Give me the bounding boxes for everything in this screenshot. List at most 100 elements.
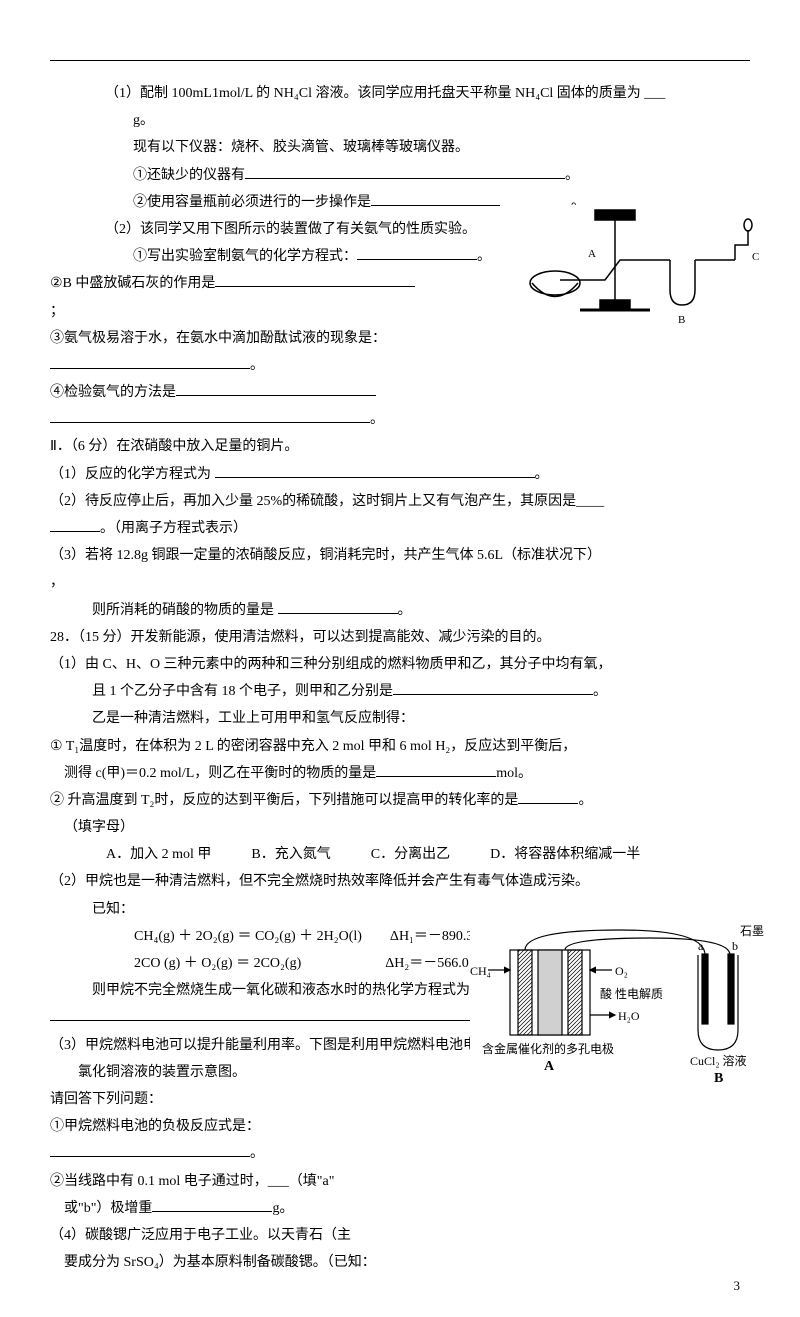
text: 。 [578,793,592,808]
label-graphite: 石墨 [740,924,764,938]
blank [518,788,578,803]
q28-c1a-line: ① T₁温度时，在体积为 2 L 的密闭容器中充入 2 mol 甲和 6 mol… [50,734,750,759]
text: ② 升高温度到 T₂时，反应的达到平衡后，下列措施可以提高甲的转化率的是 [50,793,518,808]
svg-text:A: A [588,248,596,260]
q28-5-line: 请回答下列问题： [50,1087,490,1112]
header-rule [50,60,750,61]
label-electrode: 含金属催化剂的多孔电极 [482,1041,614,1056]
blank [50,1142,250,1157]
label-cucl2: CuCl₂ 溶液 [690,1053,747,1068]
text: CH₄(g) ＋ 2O₂(g) ＝ CO₂(g) ＋ 2H₂O(l) ΔH₁＝－… [134,929,515,944]
text: （1）配制 100mL1mol/L 的 NH₄Cl 溶液。该同学应用托盘天平称量… [105,86,665,101]
q10-line: Ⅱ．（6 分）在浓硝酸中放入足量的铜片。 [50,434,750,459]
label-o2: O₂ [615,964,628,978]
label-A: A [544,1059,555,1074]
q28-c2a-line: ② 升高温度到 T₂时，反应的达到平衡后，下列措施可以提高甲的转化率的是 。 [50,788,750,813]
text: 28．（15 分）开发新能源，使用清洁燃料，可以达到提高能效、减少污染的目的。 [50,630,551,645]
text: 要成分为 SrSO₄）为基本原料制备碳酸锶。（已知： [64,1255,376,1270]
text: 乙是一种清洁燃料，工业上可用甲和氢气反应制得： [92,711,414,726]
option-d: D．将容器体积缩减一半 [490,842,640,867]
blank [376,761,496,776]
blank [245,163,565,178]
text: 。 [250,358,264,373]
q8-line: ③氨气极易溶于水，在氨水中滴加酚酞试液的现象是： [50,326,490,351]
options-row: A．加入 2 mol 甲 B．充入氮气 C．分离出乙 D．将容器体积缩减一半 [50,842,750,867]
text: 。 [535,467,549,482]
text: ④检验氨气的方法是 [50,385,176,400]
q28-3-line: （2）甲烷也是一种清洁燃料，但不完全燃烧时热效率降低并会产生有毒气体造成污染。 [50,869,750,894]
text: 请回答下列问题： [50,1092,162,1107]
text: （填字母） [64,820,134,835]
text: 。 [477,249,491,264]
text: Ⅱ．（6 分）在浓硝酸中放入足量的铜片。 [50,439,298,454]
text: ① T₁温度时，在体积为 2 L 的密闭容器中充入 2 mol 甲和 6 mol… [50,739,576,754]
blank [215,462,535,477]
q28-6b-line: 。 [50,1141,490,1166]
text: 则甲烷不完全燃烧生成一氧化碳和液态水时的热化学方程式为： [92,983,484,998]
option-b: B．充入氮气 [251,842,330,867]
q1b-line: g。 [105,108,750,133]
label-ch4: CH₄ [470,964,491,978]
q15-line: 则所消耗的硝酸的物质的量是 。 [50,598,750,623]
text: ②B 中盛放碱石灰的作用是 [50,276,215,291]
text: 。 [593,684,607,699]
text: 测得 c(甲)＝0.2 mol/L，则乙在平衡时的物质的量是 [64,766,376,781]
fuelcell-figure: CH₄ O₂ 酸 性电解质 H₂O 含金属催化剂的多孔电极 A CuCl₂ 溶液… [470,920,770,1090]
q14-line: （3）若将 12.8g 铜跟一定量的浓硝酸反应，铜消耗完时，共产生气体 5.6L… [50,543,750,568]
q28-8a-line: （4）碳酸锶广泛应用于电子工业。以天青石（主 [50,1223,490,1248]
text: （4）碳酸锶广泛应用于电子工业。以天青石（主 [50,1228,351,1243]
text: ②使用容量瓶前必须进行的一步操作是 [133,195,371,210]
text: ②当线路中有 0.1 mol 电子通过时，___（填"a" [50,1174,334,1189]
label-a: a [698,939,704,953]
text: 已知： [92,902,134,917]
text: 且 1 个乙分子中含有 18 个电子，则甲和乙分别是 [92,684,393,699]
q28-3b-line: 已知： [50,897,750,922]
text: 。 [398,603,412,618]
q9b-line: 。 [50,407,750,432]
option-c: C．分离出乙 [371,842,450,867]
text: g。 [133,113,154,128]
blank [357,245,477,260]
text: ， [50,575,64,590]
q9-line: ④检验氨气的方法是 [50,380,490,405]
text: 。 [370,412,384,427]
q28-7a-line: ②当线路中有 0.1 mol 电子通过时，___（填"a" [50,1169,490,1194]
label-b: b [732,939,738,953]
blank [176,381,376,396]
apparatus-figure: A B C [500,205,760,335]
text: 现有以下仪器：烧杯、胶头滴管、玻璃棒等玻璃仪器。 [133,140,469,155]
text: ③氨气极易溶于水，在氨水中滴加酚酞试液的现象是： [50,331,386,346]
page-number: 3 [734,1274,741,1297]
svg-text:B: B [678,314,685,326]
q14b-line: ， [50,570,750,595]
q28-c1b-line: 测得 c(甲)＝0.2 mol/L，则乙在平衡时的物质的量是 mol。 [50,761,750,786]
text: 则所消耗的硝酸的物质的量是 [92,603,274,618]
text: 。（用离子方程式表示） [100,521,247,536]
q11-line: （1）反应的化学方程式为 。 [50,462,750,487]
text: mol。 [496,766,532,781]
q12-line: （2）待反应停止后，再加入少量 25%的稀硫酸，这时铜片上又有气泡产生，其原因是… [50,489,750,514]
text: （2）该同学又用下图所示的装置做了有关氨气的性质实验。 [105,222,476,237]
text: （2）甲烷也是一种清洁燃料，但不完全燃烧时热效率降低并会产生有毒气体造成污染。 [50,874,589,889]
q28-8b-line: 要成分为 SrSO₄）为基本原料制备碳酸锶。（已知： [50,1250,490,1275]
text: g。 [272,1201,293,1216]
text: 。 [250,1146,264,1161]
q8b-line: 。 [50,353,750,378]
text: （2）待反应停止后，再加入少量 25%的稀硫酸，这时铜片上又有气泡产生，其原因是… [50,494,604,509]
label-B: B [714,1071,723,1086]
label-acid: 酸 性电解质 [600,986,663,1001]
q2-line: 现有以下仪器：烧杯、胶头滴管、玻璃棒等玻璃仪器。 [105,135,750,160]
text: （1）反应的化学方程式为 [50,467,211,482]
text: （3）若将 12.8g 铜跟一定量的浓硝酸反应，铜消耗完时，共产生气体 5.6L… [50,548,601,563]
svg-text:C: C [752,251,759,263]
blank [393,680,593,695]
q28-2-line: 乙是一种清洁燃料，工业上可用甲和氢气反应制得： [50,706,750,731]
blank [152,1196,272,1211]
apparatus-svg: A B C [500,205,760,335]
blank [50,408,370,423]
q7-line: ②B 中盛放碱石灰的作用是 [50,271,490,296]
text: 氯化铜溶液的装置示意图。 [78,1065,246,1080]
q1-line: （1）配制 100mL1mol/L 的 NH₄Cl 溶液。该同学应用托盘天平称量… [105,81,750,106]
blank [215,272,415,287]
text: 。 [565,168,579,183]
